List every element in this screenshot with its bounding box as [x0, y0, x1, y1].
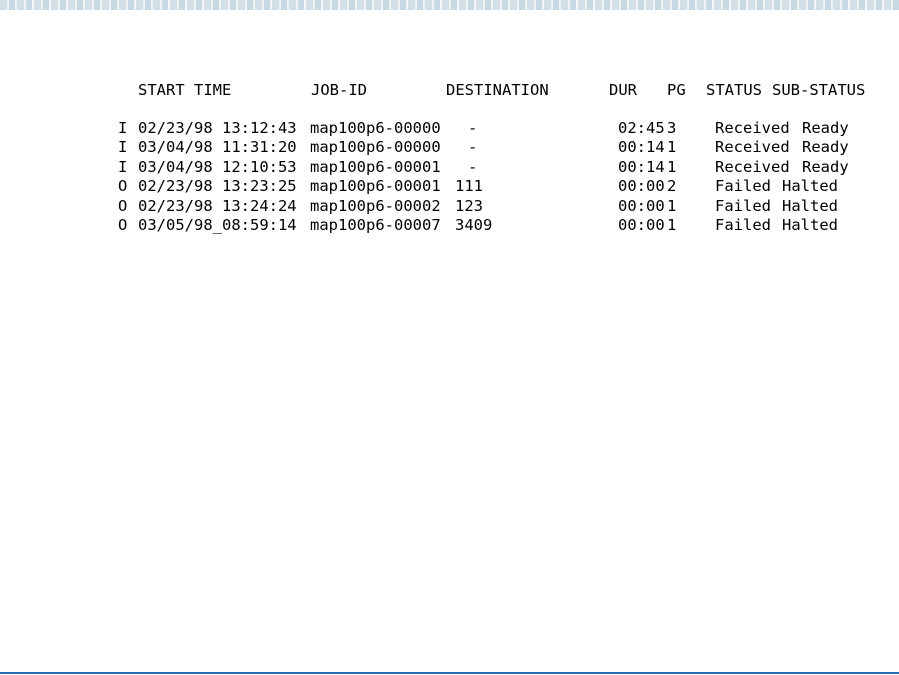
cell-dur: 00:00	[618, 177, 665, 196]
top-banner	[0, 0, 899, 10]
cell-dest: -	[468, 119, 478, 137]
cell-status: Failed	[715, 177, 771, 196]
cell-status: Failed	[715, 216, 771, 234]
cell-job: map100p6-00007	[310, 216, 441, 234]
cell-dur: 00:14	[618, 138, 665, 157]
cell-status: Received	[715, 119, 790, 137]
cell-dir: O	[118, 177, 128, 196]
table-row[interactable]: I 02/23/98 13:12:43 map100p6-00000 - 02:45 3 R…	[0, 119, 899, 138]
cell-sub: Ready	[802, 157, 849, 176]
cell-dur: 02:45	[618, 119, 665, 137]
cell-job: map100p6-00001	[310, 177, 441, 196]
cell-sub: Ready	[802, 119, 849, 137]
cell-status: Received	[715, 157, 790, 176]
cell-pg: 3	[667, 119, 677, 137]
cell-status: Received	[715, 138, 790, 157]
header-sub-status: SUB-STATUS	[772, 81, 866, 99]
table-row[interactable]: I 03/04/98 11:31:20 map100p6-00000 - 00:14 1 R…	[0, 138, 899, 157]
table-header: START TIME JOB-ID DESTINATION DUR PG STA…	[0, 81, 899, 100]
table-row[interactable]: O 02/23/98 13:24:24 map100p6-00002 123 00:00…	[0, 197, 899, 216]
cell-pg: 2	[667, 177, 677, 196]
header-job-id: JOB-ID	[311, 81, 367, 99]
header-destination: DESTINATION	[446, 81, 549, 99]
cell-job: map100p6-00000	[310, 138, 441, 157]
cell-dest: 3409	[455, 216, 493, 234]
cell-pg: 1	[667, 216, 677, 234]
cell-sub: Halted	[782, 216, 838, 234]
cell-start: 03/05/98_08:59:14	[138, 216, 297, 234]
header-start-time: START TIME	[138, 81, 232, 99]
cell-pg: 1	[667, 157, 677, 176]
cell-start: 03/04/98 12:10:53	[138, 157, 297, 176]
table-row[interactable]: I 03/04/98 12:10:53 map100p6-00001 - 00:14 1 R…	[0, 158, 899, 177]
cell-dir: O	[118, 196, 128, 215]
cell-start: 02/23/98 13:23:25	[138, 177, 297, 196]
cell-job: map100p6-00000	[310, 119, 441, 137]
table-row[interactable]: O 02/23/98 13:23:25 map100p6-00001 111 00:00…	[0, 177, 899, 196]
header-status: STATUS	[706, 81, 762, 99]
cell-pg: 1	[667, 138, 677, 157]
cell-dest: 111	[455, 177, 483, 196]
cell-dir: I	[118, 119, 128, 137]
cell-start: 02/23/98 13:24:24	[138, 196, 297, 215]
cell-dest: -	[468, 138, 478, 157]
header-dur: DUR	[609, 81, 637, 99]
cell-start: 03/04/98 11:31:20	[138, 138, 297, 157]
cell-pg: 1	[667, 196, 677, 215]
cell-sub: Ready	[802, 138, 849, 157]
cell-dir: O	[118, 216, 128, 234]
bottom-rule	[0, 672, 899, 674]
header-pg: PG	[667, 81, 686, 99]
cell-dir: I	[118, 138, 128, 157]
cell-status: Failed	[715, 196, 771, 215]
cell-job: map100p6-00001	[310, 157, 441, 176]
table-row[interactable]: O 03/05/98_08:59:14 map100p6-00007 3409 00:0…	[0, 216, 899, 235]
cell-job: map100p6-00002	[310, 196, 441, 215]
cell-dur: 00:14	[618, 157, 665, 176]
cell-sub: Halted	[782, 196, 838, 215]
cell-dest: -	[468, 157, 478, 176]
cell-dir: I	[118, 157, 128, 176]
cell-dur: 00:00	[618, 216, 665, 234]
cell-dest: 123	[455, 196, 483, 215]
cell-dur: 00:00	[618, 196, 665, 215]
cell-sub: Halted	[782, 177, 838, 196]
cell-start: 02/23/98 13:12:43	[138, 119, 297, 137]
